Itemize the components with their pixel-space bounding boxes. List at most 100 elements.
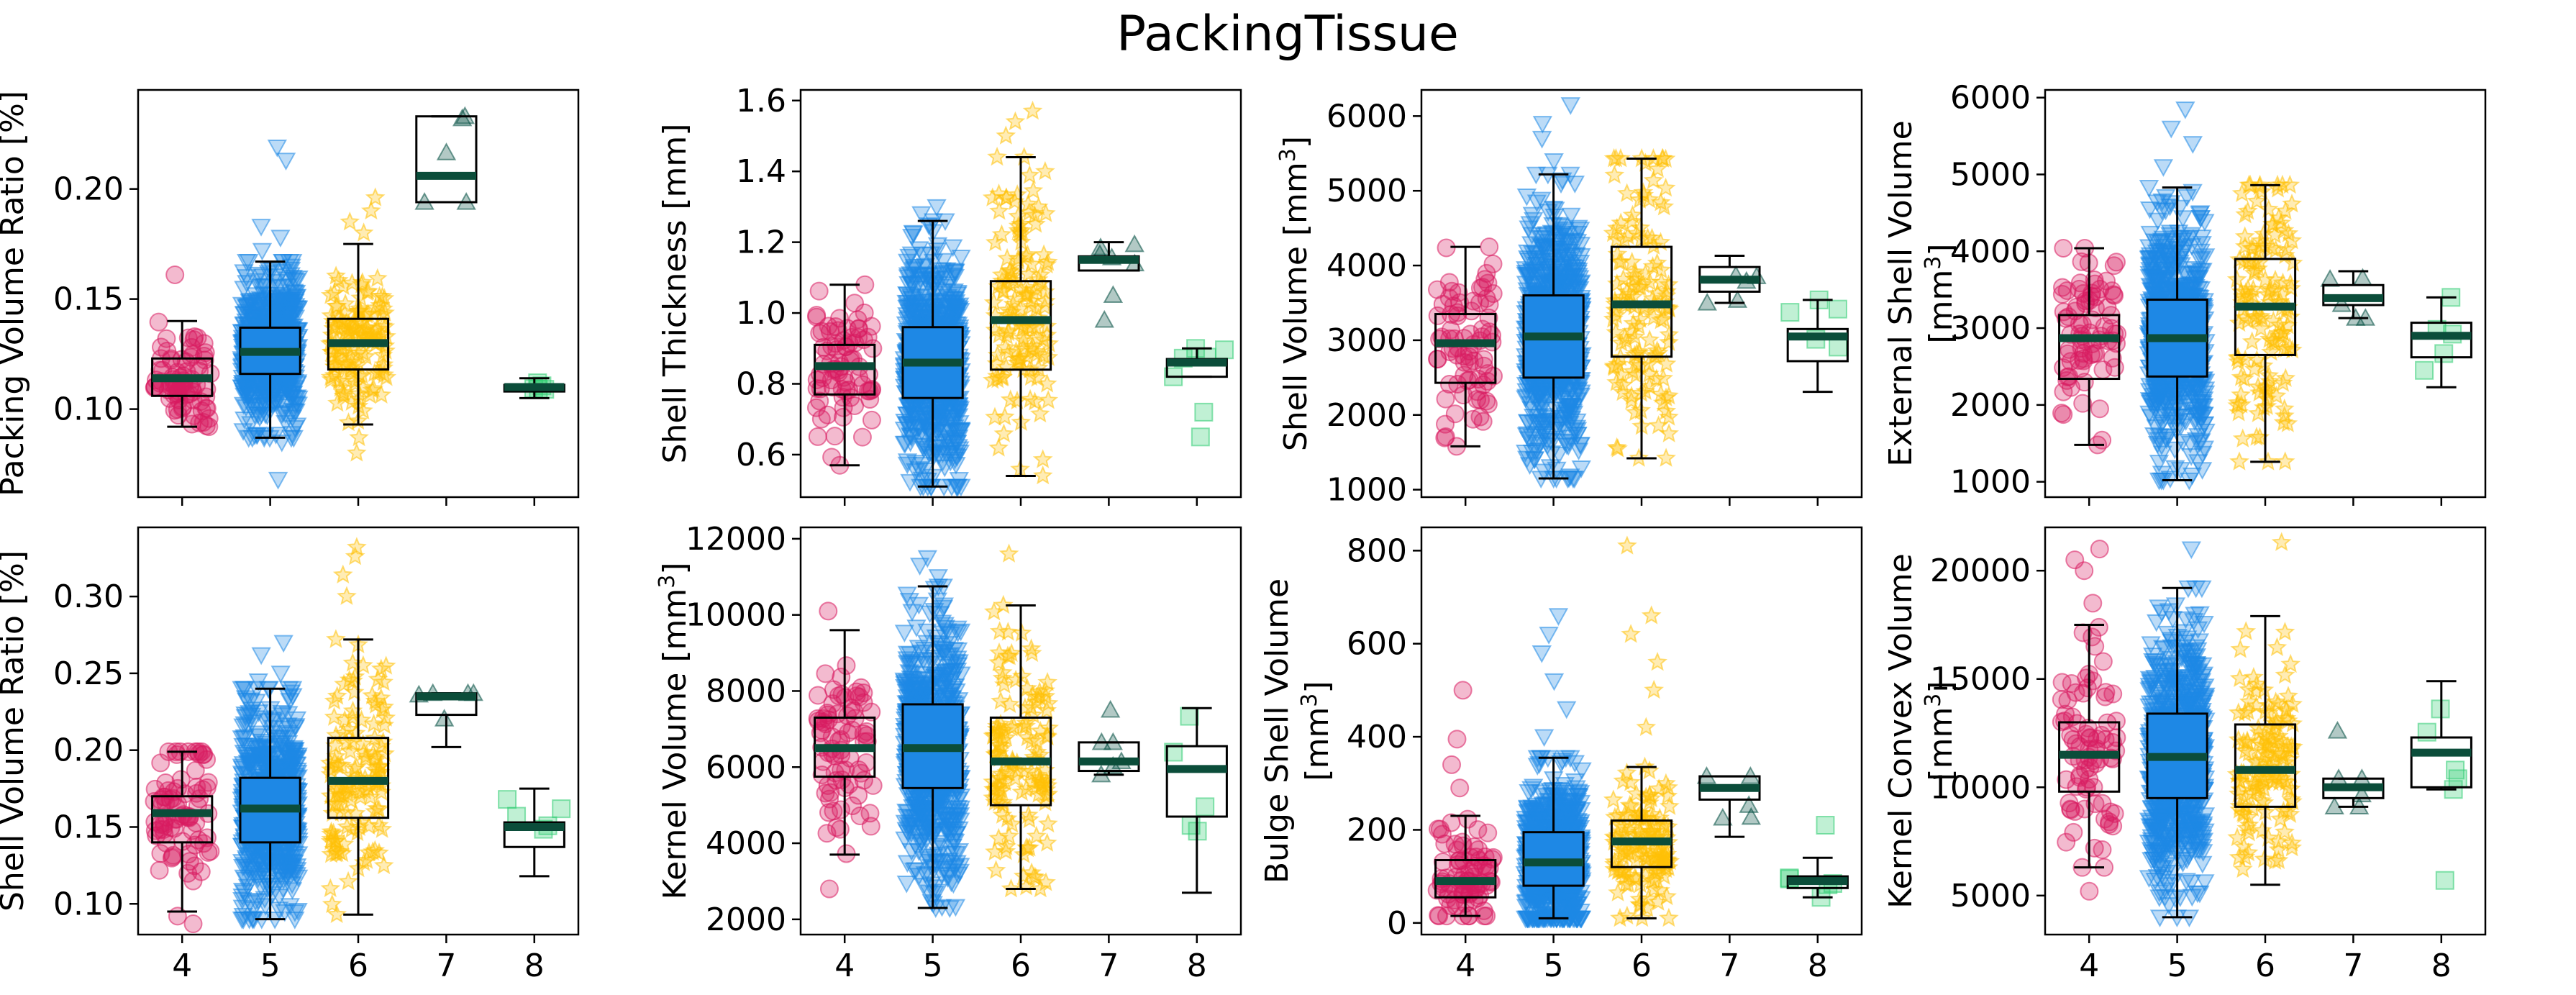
point-5 bbox=[237, 254, 257, 272]
point-5 bbox=[951, 478, 971, 497]
y-tick-label: 6000 bbox=[1950, 80, 2031, 117]
point-5 bbox=[253, 268, 273, 287]
point-5 bbox=[2170, 402, 2190, 421]
point-4 bbox=[1428, 350, 1447, 369]
y-tick-label: 1.6 bbox=[736, 83, 786, 119]
point-4 bbox=[2057, 371, 2077, 390]
point-6 bbox=[2247, 427, 2267, 446]
point-5 bbox=[2194, 417, 2215, 435]
point-5 bbox=[273, 404, 293, 423]
point-5 bbox=[1561, 207, 1581, 226]
y-axis-label: Shell Thickness [mm] bbox=[657, 124, 693, 464]
point-6 bbox=[368, 799, 389, 819]
point-5 bbox=[1518, 414, 1538, 432]
iqr-box bbox=[1786, 327, 1849, 363]
point-6 bbox=[1035, 160, 1055, 181]
point-6 bbox=[339, 719, 359, 738]
point-4 bbox=[809, 281, 829, 301]
point-5 bbox=[1555, 256, 1575, 274]
point-5 bbox=[286, 300, 307, 318]
point-8 bbox=[1191, 427, 1210, 447]
point-5 bbox=[250, 753, 270, 772]
point-6 bbox=[1656, 387, 1676, 407]
point-5 bbox=[1527, 276, 1548, 294]
point-4 bbox=[2082, 286, 2101, 306]
point-5 bbox=[1537, 432, 1557, 451]
point-6 bbox=[1029, 403, 1050, 423]
point-6 bbox=[1032, 465, 1053, 485]
box-8 bbox=[1165, 347, 1228, 378]
point-4 bbox=[1460, 371, 1479, 390]
point-5 bbox=[2190, 401, 2210, 419]
point-6 bbox=[985, 406, 1005, 426]
point-4 bbox=[833, 388, 852, 407]
point-6 bbox=[1606, 372, 1627, 391]
point-6 bbox=[989, 201, 1009, 220]
point-5 bbox=[1567, 265, 1588, 283]
point-6 bbox=[1021, 253, 1042, 273]
point-5 bbox=[232, 767, 253, 785]
point-6 bbox=[1021, 296, 1042, 315]
point-5 bbox=[2183, 136, 2203, 154]
box-4 bbox=[1434, 245, 1497, 447]
point-4 bbox=[2072, 252, 2091, 271]
point-4 bbox=[1436, 427, 1455, 447]
point-5 bbox=[2161, 120, 2181, 139]
point-5 bbox=[237, 859, 258, 877]
y-tick-label: 5000 bbox=[1950, 156, 2031, 193]
point-5 bbox=[251, 219, 271, 237]
point-4 bbox=[2054, 405, 2073, 424]
point-5 bbox=[948, 400, 968, 419]
iqr-box bbox=[1434, 313, 1497, 384]
point-6 bbox=[332, 564, 353, 584]
box-5 bbox=[239, 260, 301, 439]
point-7 bbox=[1094, 309, 1114, 328]
point-6 bbox=[367, 798, 387, 817]
point-5 bbox=[901, 266, 921, 284]
point-4 bbox=[862, 410, 881, 430]
point-5 bbox=[2147, 194, 2167, 213]
point-5 bbox=[283, 688, 303, 707]
point-5 bbox=[273, 758, 293, 777]
point-5 bbox=[2172, 210, 2193, 228]
point-4 bbox=[1474, 350, 1493, 369]
box-7 bbox=[1698, 255, 1761, 304]
point-6 bbox=[373, 855, 394, 875]
point-6 bbox=[993, 423, 1014, 442]
point-5 bbox=[932, 453, 953, 472]
point-6 bbox=[2262, 214, 2283, 234]
point-4 bbox=[2090, 399, 2109, 419]
plot-area bbox=[2052, 101, 2472, 491]
point-6 bbox=[1608, 438, 1628, 458]
point-6 bbox=[321, 829, 342, 848]
point-5 bbox=[2147, 387, 2168, 405]
point-5 bbox=[1567, 427, 1588, 445]
point-5 bbox=[1550, 227, 1570, 245]
box-7 bbox=[2322, 270, 2385, 319]
point-4 bbox=[2104, 256, 2124, 276]
point-6 bbox=[987, 146, 1007, 166]
point-6 bbox=[352, 342, 373, 362]
point-5 bbox=[1565, 471, 1585, 489]
point-5 bbox=[247, 427, 267, 445]
point-5 bbox=[2190, 210, 2211, 228]
point-5 bbox=[234, 306, 255, 324]
point-5 bbox=[272, 434, 292, 453]
point-6 bbox=[2264, 330, 2285, 349]
point-4 bbox=[834, 331, 853, 350]
point-4 bbox=[2073, 394, 2093, 413]
point-5 bbox=[2144, 281, 2165, 299]
point-6 bbox=[363, 713, 384, 733]
point-5 bbox=[2155, 403, 2176, 422]
y-tick-label: 1000 bbox=[1950, 464, 2031, 501]
point-5 bbox=[1561, 411, 1582, 429]
point-5 bbox=[1570, 437, 1590, 455]
point-5 bbox=[2156, 239, 2176, 257]
point-5 bbox=[2153, 159, 2174, 177]
point-6 bbox=[352, 733, 373, 753]
point-6 bbox=[367, 268, 388, 288]
point-4 bbox=[1439, 288, 1459, 308]
point-5 bbox=[1517, 450, 1537, 469]
